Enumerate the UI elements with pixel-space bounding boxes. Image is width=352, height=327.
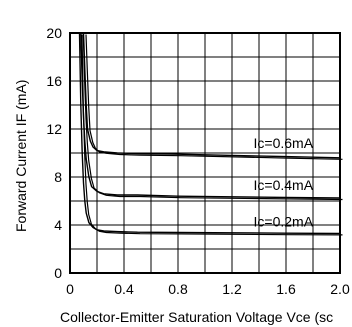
y-tick-labels: 0 4 8 12 16 20 bbox=[46, 25, 62, 281]
series-label: Ic=0.4mA bbox=[254, 177, 314, 193]
series-line bbox=[80, 32, 341, 199]
curves bbox=[78, 32, 343, 236]
y-tick-label: 16 bbox=[46, 73, 62, 89]
x-tick-label: 2.0 bbox=[330, 281, 350, 297]
x-tick-label: 0.8 bbox=[168, 281, 188, 297]
series-label: Ic=0.2mA bbox=[254, 213, 314, 229]
series-line-shadow bbox=[82, 34, 343, 201]
y-tick-label: 4 bbox=[54, 217, 62, 233]
plot-frame bbox=[69, 32, 341, 274]
y-tick-label: 0 bbox=[54, 265, 62, 281]
x-tick-label: 0.4 bbox=[114, 281, 134, 297]
x-tick-label: 1.2 bbox=[222, 281, 242, 297]
y-tick-label: 20 bbox=[46, 25, 62, 41]
x-tick-label: 0 bbox=[66, 281, 74, 297]
y-tick-label: 12 bbox=[46, 121, 62, 137]
series-line-shadow bbox=[81, 34, 343, 236]
series-line bbox=[82, 32, 341, 159]
x-tick-label: 1.6 bbox=[276, 281, 296, 297]
series-labels: Ic=0.6mA Ic=0.4mA Ic=0.2mA bbox=[254, 135, 314, 229]
y-tick-label: 8 bbox=[54, 169, 62, 185]
x-tick-labels: 0 0.4 0.8 1.2 1.6 2.0 bbox=[66, 281, 350, 297]
series-line-shadow bbox=[85, 34, 343, 160]
x-axis-label: Collector-Emitter Saturation Voltage Vce… bbox=[60, 309, 333, 325]
series-line bbox=[78, 32, 341, 235]
y-axis-label: Forward Current IF (mA) bbox=[13, 80, 29, 232]
series-label: Ic=0.6mA bbox=[254, 135, 314, 151]
grid bbox=[70, 33, 340, 273]
